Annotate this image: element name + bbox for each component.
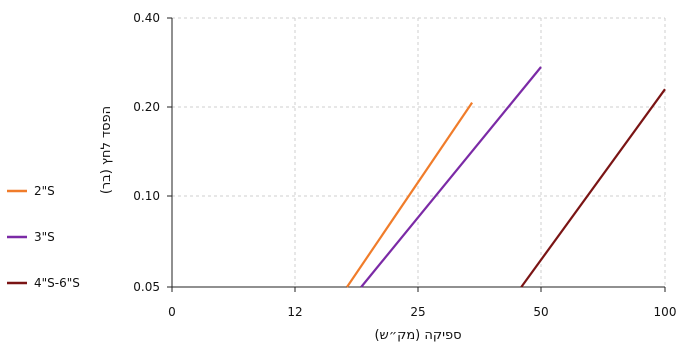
x-tick-label: 25	[410, 305, 425, 319]
x-tick-label: 100	[654, 305, 677, 319]
y-axis-title: הפסד לחץ (בר)	[99, 106, 114, 194]
legend: 2"S 3"S 4"S-6"S	[7, 184, 80, 290]
series-line	[520, 88, 666, 288]
tick-labels: 0 12 25 50 100 0.40 0.20 0.10 0.05	[133, 11, 676, 319]
legend-item: 3"S	[7, 230, 55, 244]
x-tick-label: 50	[533, 305, 548, 319]
series-line	[346, 101, 474, 288]
legend-label: 2"S	[34, 184, 55, 198]
series-line	[360, 66, 542, 288]
y-tick-label: 0.05	[133, 280, 160, 294]
x-tick-label: 0	[168, 305, 176, 319]
x-tick-label: 12	[287, 305, 302, 319]
series	[346, 66, 666, 288]
y-tick-label: 0.40	[133, 11, 160, 25]
legend-item: 4"S-6"S	[7, 276, 80, 290]
legend-label: 4"S-6"S	[34, 276, 80, 290]
grid	[172, 17, 666, 287]
legend-item: 2"S	[7, 184, 55, 198]
x-axis-title: ספיקה (מק״ש)	[374, 328, 461, 343]
legend-label: 3"S	[34, 230, 55, 244]
y-tick-label: 0.10	[133, 189, 160, 203]
y-tick-label: 0.20	[133, 100, 160, 114]
